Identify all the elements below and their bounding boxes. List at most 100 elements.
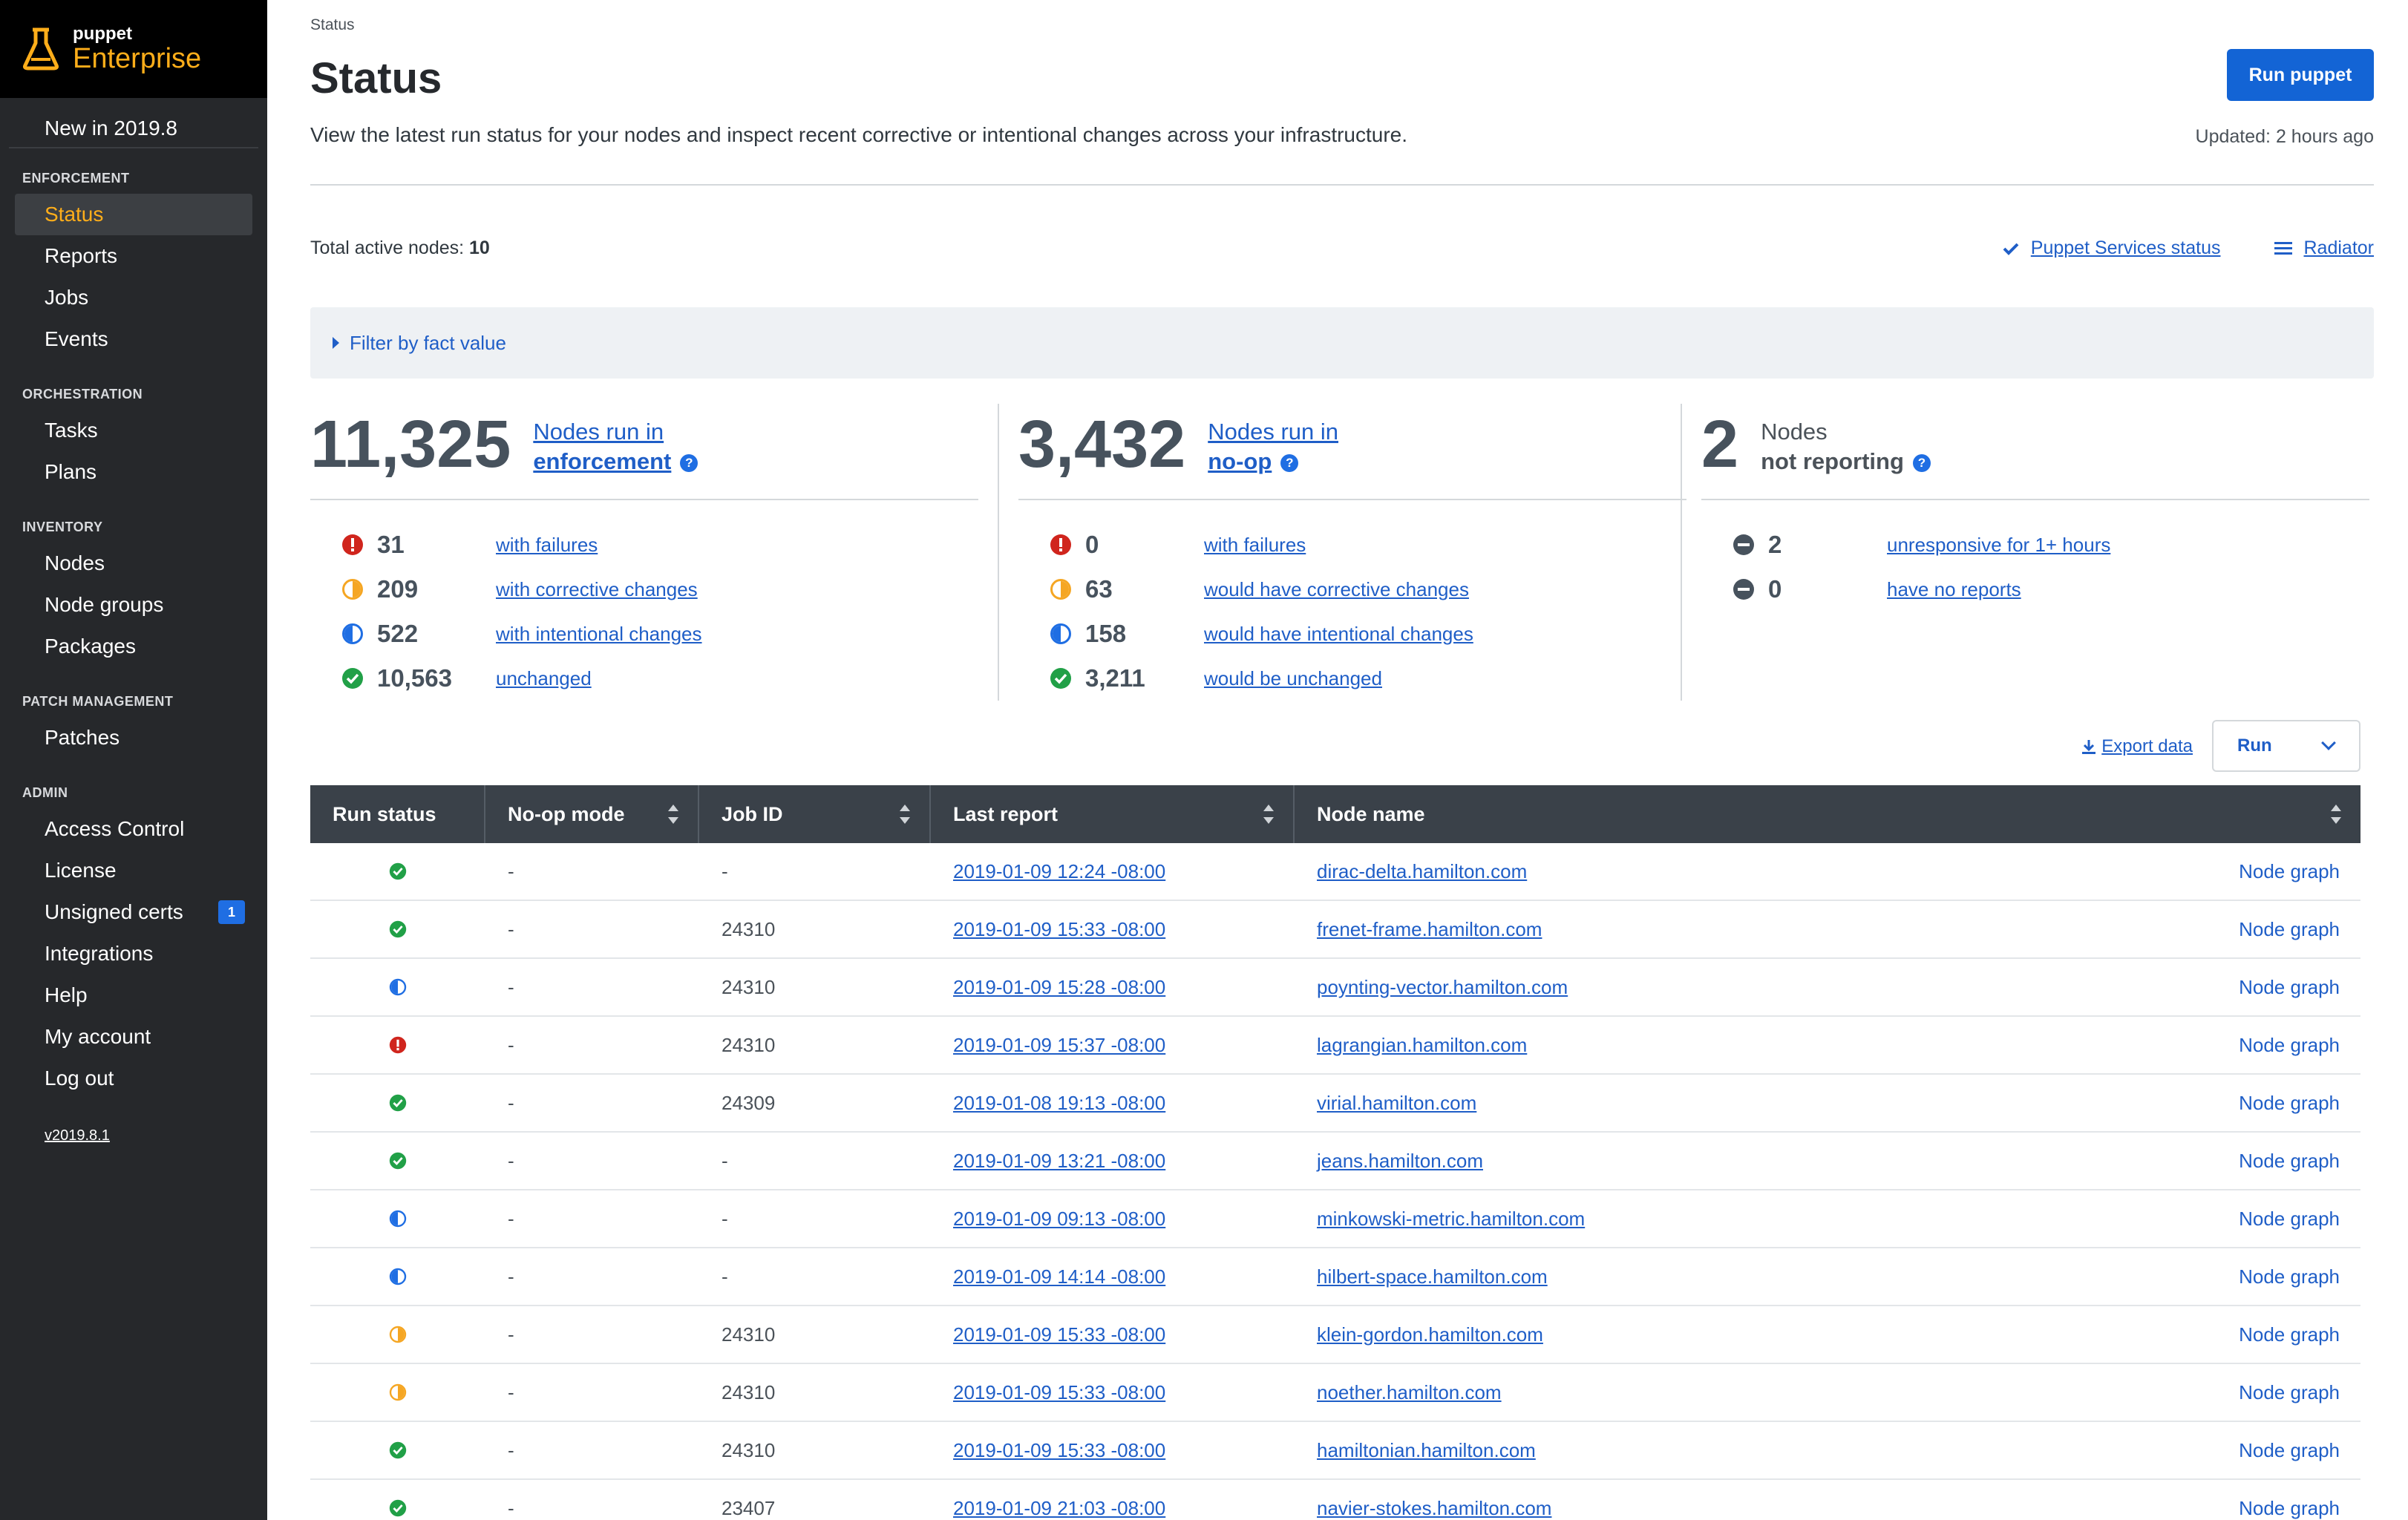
column-header-no-op-mode[interactable]: No-op mode	[485, 785, 699, 843]
summary-link[interactable]: unchanged	[496, 666, 592, 689]
node-name-link[interactable]: lagrangian.hamilton.com	[1317, 1033, 1528, 1056]
sort-icon[interactable]	[2331, 805, 2341, 824]
summary-link[interactable]: would be unchanged	[1204, 666, 1382, 689]
sidebar-item-events[interactable]: Events	[0, 318, 267, 360]
sidebar-item-access-control[interactable]: Access Control	[0, 808, 267, 850]
node-graph-link[interactable]: Node graph	[2239, 1323, 2340, 1346]
node-graph-link[interactable]: Node graph	[2239, 1380, 2340, 1403]
sidebar-item-integrations[interactable]: Integrations	[0, 933, 267, 974]
panel-label[interactable]: Nodes run in no-op?	[1208, 417, 1338, 499]
summary-link[interactable]: have no reports	[1887, 577, 2021, 600]
node-name-link[interactable]: dirac-delta.hamilton.com	[1317, 859, 1528, 882]
node-name-link[interactable]: klein-gordon.hamilton.com	[1317, 1323, 1543, 1346]
node-graph-link[interactable]: Node graph	[2239, 859, 2340, 882]
noop-cell: -	[508, 1323, 514, 1346]
table-row: - 24310 2019-01-09 15:28 -08:00 poynting…	[310, 959, 2360, 1017]
node-name-link[interactable]: navier-stokes.hamilton.com	[1317, 1496, 1552, 1519]
summary-link[interactable]: with corrective changes	[496, 577, 698, 600]
last-report-link[interactable]: 2019-01-09 15:33 -08:00	[953, 917, 1166, 940]
sidebar-item-unsigned-certs[interactable]: Unsigned certs 1	[0, 891, 267, 933]
last-report-link[interactable]: 2019-01-09 21:03 -08:00	[953, 1496, 1166, 1519]
last-report-link[interactable]: 2019-01-09 12:24 -08:00	[953, 859, 1166, 882]
node-graph-link[interactable]: Node graph	[2239, 1207, 2340, 1230]
nav-new-in[interactable]: New in 2019.8	[9, 98, 258, 148]
version-link[interactable]: v2019.8.1	[45, 1127, 110, 1144]
last-report-cell: 2019-01-08 19:13 -08:00	[931, 1075, 1295, 1131]
logo[interactable]: puppet Enterprise	[0, 0, 267, 98]
node-name-link[interactable]: hilbert-space.hamilton.com	[1317, 1265, 1548, 1288]
summary-link[interactable]: would have corrective changes	[1204, 577, 1469, 600]
last-report-link[interactable]: 2019-01-09 09:13 -08:00	[953, 1207, 1166, 1230]
panel-link[interactable]: Nodes run in no-op	[1208, 419, 1338, 474]
column-header-job-id[interactable]: Job ID	[699, 785, 931, 843]
last-report-link[interactable]: 2019-01-09 15:33 -08:00	[953, 1380, 1166, 1403]
node-graph-link[interactable]: Node graph	[2239, 1438, 2340, 1461]
help-icon[interactable]: ?	[1280, 453, 1299, 472]
sidebar-item-label: Access Control	[45, 817, 185, 840]
sidebar-item-label: License	[45, 859, 117, 882]
node-graph-link[interactable]: Node graph	[2239, 1091, 2340, 1114]
total-value: 10	[469, 238, 490, 258]
summary-link[interactable]: with failures	[1204, 533, 1306, 556]
last-report-link[interactable]: 2019-01-09 14:14 -08:00	[953, 1265, 1166, 1288]
panel-link[interactable]: Nodes run in enforcement	[533, 419, 671, 474]
summary-link[interactable]: with intentional changes	[496, 622, 702, 645]
node-graph-link[interactable]: Node graph	[2239, 1149, 2340, 1172]
panel-label: Nodes not reporting?	[1761, 417, 1931, 499]
sidebar-item-status[interactable]: Status	[15, 194, 252, 235]
node-graph-link[interactable]: Node graph	[2239, 975, 2340, 998]
node-graph-link[interactable]: Node graph	[2239, 917, 2340, 940]
summary-link[interactable]: with failures	[496, 533, 598, 556]
sidebar-item-patches[interactable]: Patches	[0, 717, 267, 759]
last-report-cell: 2019-01-09 15:33 -08:00	[931, 1306, 1295, 1363]
last-report-link[interactable]: 2019-01-09 15:33 -08:00	[953, 1438, 1166, 1461]
sidebar-item-tasks[interactable]: Tasks	[0, 410, 267, 451]
node-graph-link[interactable]: Node graph	[2239, 1265, 2340, 1288]
run-dropdown[interactable]: Run	[2212, 720, 2360, 772]
node-name-link[interactable]: hamiltonian.hamilton.com	[1317, 1438, 1536, 1461]
node-name-link[interactable]: virial.hamilton.com	[1317, 1091, 1477, 1114]
job-id-cell: 24309	[722, 1091, 776, 1114]
puppet-services-status-link[interactable]: Puppet Services status	[2003, 238, 2221, 259]
node-name-link[interactable]: noether.hamilton.com	[1317, 1380, 1502, 1403]
node-name-link[interactable]: jeans.hamilton.com	[1317, 1149, 1483, 1172]
last-report-link[interactable]: 2019-01-09 15:33 -08:00	[953, 1323, 1166, 1346]
help-icon[interactable]: ?	[680, 453, 698, 472]
node-graph-link[interactable]: Node graph	[2239, 1496, 2340, 1519]
breadcrumb[interactable]: Status	[310, 16, 355, 33]
sidebar-item-plans[interactable]: Plans	[0, 451, 267, 493]
column-header-node-name[interactable]: Node name	[1295, 785, 2360, 843]
panel-label[interactable]: Nodes run in enforcement?	[533, 417, 698, 499]
filter-by-fact-toggle[interactable]: Filter by fact value	[310, 307, 2374, 379]
sidebar-item-nodes[interactable]: Nodes	[0, 543, 267, 584]
node-name-link[interactable]: minkowski-metric.hamilton.com	[1317, 1207, 1586, 1230]
summary-link[interactable]: would have intentional changes	[1204, 622, 1473, 645]
last-report-link[interactable]: 2019-01-09 15:37 -08:00	[953, 1033, 1166, 1056]
radiator-link[interactable]: Radiator	[2274, 238, 2374, 259]
last-report-link[interactable]: 2019-01-08 19:13 -08:00	[953, 1091, 1166, 1114]
run-puppet-button[interactable]: Run puppet	[2227, 49, 2374, 101]
sort-icon[interactable]	[900, 805, 910, 824]
last-report-link[interactable]: 2019-01-09 15:28 -08:00	[953, 975, 1166, 998]
table-row: - - 2019-01-09 13:21 -08:00 jeans.hamilt…	[310, 1133, 2360, 1190]
node-graph-link[interactable]: Node graph	[2239, 1033, 2340, 1056]
node-name-link[interactable]: frenet-frame.hamilton.com	[1317, 917, 1542, 940]
sort-icon[interactable]	[668, 805, 678, 824]
panel-line1: Nodes	[1761, 419, 1828, 445]
sort-icon[interactable]	[1263, 805, 1274, 824]
sidebar-item-packages[interactable]: Packages	[0, 626, 267, 667]
sidebar-item-jobs[interactable]: Jobs	[0, 277, 267, 318]
column-header-last-report[interactable]: Last report	[931, 785, 1295, 843]
summary-link[interactable]: unresponsive for 1+ hours	[1887, 533, 2111, 556]
sidebar-item-license[interactable]: License	[0, 850, 267, 891]
radiator-icon	[2274, 241, 2292, 255]
last-report-link[interactable]: 2019-01-09 13:21 -08:00	[953, 1149, 1166, 1172]
help-icon[interactable]: ?	[1912, 453, 1931, 472]
sidebar-item-reports[interactable]: Reports	[0, 235, 267, 277]
sidebar-item-log-out[interactable]: Log out	[0, 1058, 267, 1099]
node-name-link[interactable]: poynting-vector.hamilton.com	[1317, 975, 1568, 998]
sidebar-item-node-groups[interactable]: Node groups	[0, 584, 267, 626]
sidebar-item-help[interactable]: Help	[0, 974, 267, 1016]
sidebar-item-my-account[interactable]: My account	[0, 1016, 267, 1058]
export-data-link[interactable]: Export data	[2081, 736, 2193, 757]
